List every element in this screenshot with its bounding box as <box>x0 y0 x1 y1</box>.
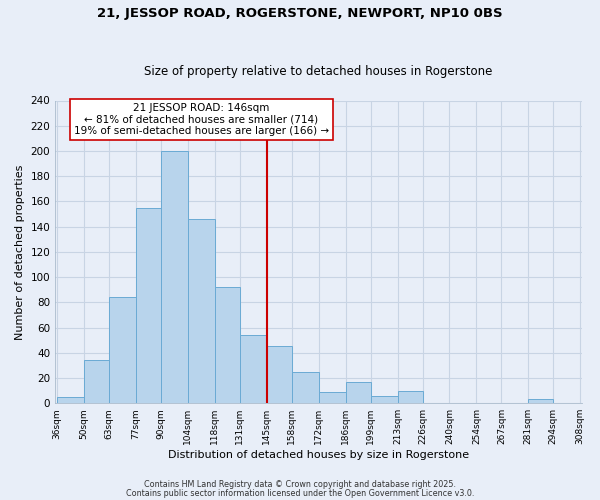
Bar <box>319 392 346 403</box>
Text: 21 JESSOP ROAD: 146sqm
← 81% of detached houses are smaller (714)
19% of semi-de: 21 JESSOP ROAD: 146sqm ← 81% of detached… <box>74 103 329 136</box>
Bar <box>346 382 371 403</box>
Bar <box>240 335 267 403</box>
Title: Size of property relative to detached houses in Rogerstone: Size of property relative to detached ho… <box>145 66 493 78</box>
Bar <box>188 219 215 403</box>
Bar <box>84 360 109 403</box>
Bar <box>398 390 422 403</box>
Text: 21, JESSOP ROAD, ROGERSTONE, NEWPORT, NP10 0BS: 21, JESSOP ROAD, ROGERSTONE, NEWPORT, NP… <box>97 8 503 20</box>
Bar <box>529 400 553 403</box>
Text: Contains HM Land Registry data © Crown copyright and database right 2025.: Contains HM Land Registry data © Crown c… <box>144 480 456 489</box>
Y-axis label: Number of detached properties: Number of detached properties <box>15 164 25 340</box>
X-axis label: Distribution of detached houses by size in Rogerstone: Distribution of detached houses by size … <box>168 450 469 460</box>
Bar <box>57 397 84 403</box>
Bar <box>371 396 398 403</box>
Bar <box>292 372 319 403</box>
Text: Contains public sector information licensed under the Open Government Licence v3: Contains public sector information licen… <box>126 488 474 498</box>
Bar <box>136 208 161 403</box>
Bar <box>161 151 188 403</box>
Bar <box>215 287 240 403</box>
Bar <box>109 298 136 403</box>
Bar <box>267 346 292 403</box>
